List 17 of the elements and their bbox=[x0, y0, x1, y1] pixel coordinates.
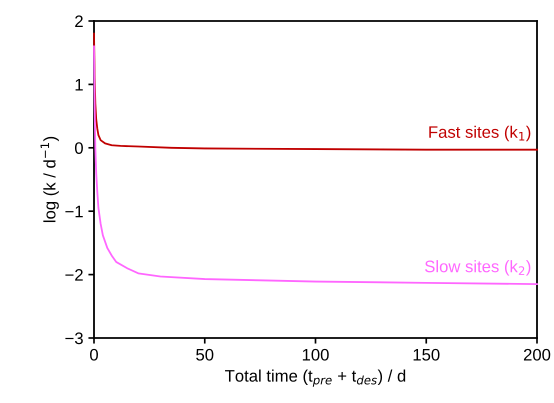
y-tick-label: 2 bbox=[75, 15, 83, 28]
y-tick-label: −2 bbox=[65, 269, 83, 281]
line-series bbox=[93, 45, 538, 286]
x-axis-title: Total time (t$_{pre}$ + t$_{des}$) / d bbox=[225, 370, 406, 387]
series-label: Slow sites (k$_{2}$) bbox=[425, 260, 530, 276]
x-tick-label: 200 bbox=[524, 348, 550, 361]
x-tick-label: 150 bbox=[414, 348, 440, 361]
x-tick-label: 100 bbox=[302, 348, 329, 361]
line-series bbox=[93, 32, 538, 151]
y-tick-label: −1 bbox=[65, 206, 83, 218]
x-tick-label: 50 bbox=[196, 348, 214, 361]
x-tick-label: 0 bbox=[90, 348, 98, 361]
series-label: Fast sites (k$_{1}$) bbox=[429, 126, 530, 142]
y-tick-label: 1 bbox=[76, 78, 83, 90]
y-tick-label: −3 bbox=[65, 332, 83, 344]
y-tick-label: 0 bbox=[74, 142, 83, 154]
y-axis-title: log (k / d$^{−1}$) bbox=[40, 136, 59, 222]
